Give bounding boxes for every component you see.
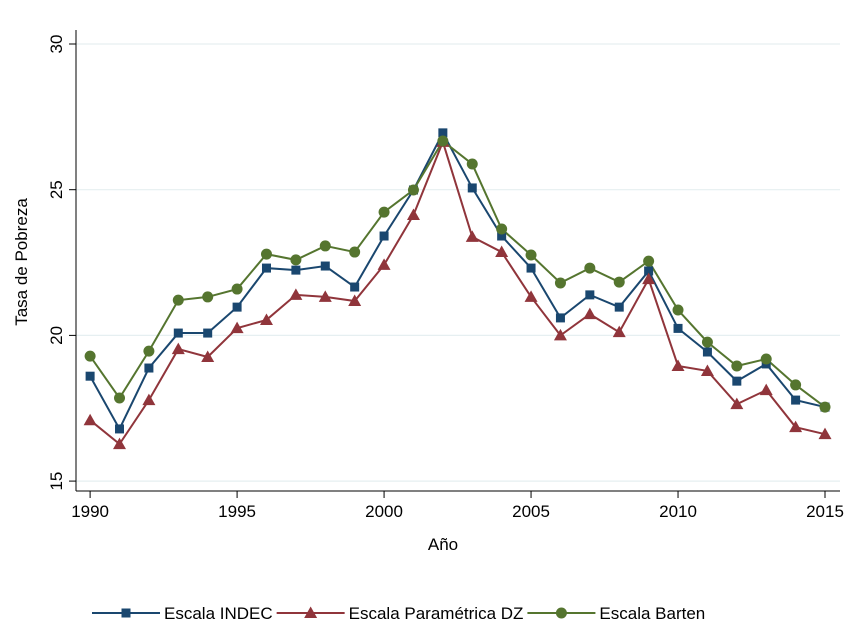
marker (524, 290, 538, 302)
marker (348, 294, 362, 307)
marker (113, 437, 127, 450)
marker (672, 304, 684, 316)
marker (614, 302, 624, 312)
marker (230, 321, 244, 334)
marker (318, 290, 332, 302)
marker (438, 128, 448, 138)
marker (465, 230, 479, 242)
marker (584, 262, 596, 274)
marker (259, 313, 273, 325)
marker (791, 395, 801, 405)
marker (496, 223, 508, 235)
marker (378, 206, 390, 218)
marker (437, 135, 449, 147)
marker (231, 283, 243, 295)
legend-marker (555, 607, 567, 619)
marker (525, 249, 537, 261)
marker (731, 360, 743, 372)
marker (642, 272, 656, 285)
marker (349, 246, 361, 258)
marker (320, 261, 330, 271)
marker (790, 379, 802, 391)
marker (377, 258, 391, 270)
marker (673, 323, 683, 333)
marker (289, 288, 303, 300)
marker (643, 255, 655, 267)
marker (466, 158, 478, 170)
marker (291, 265, 301, 275)
marker (467, 183, 477, 193)
y-tick-label: 20 (47, 326, 66, 345)
marker (114, 392, 126, 404)
series-line (89, 130, 826, 432)
legend-item: Escala Paramétrica DZ (276, 604, 524, 623)
y-tick-label: 30 (47, 35, 66, 54)
legend-item: Escala Barten (527, 604, 705, 623)
marker (613, 276, 625, 288)
marker (819, 401, 831, 413)
marker (144, 363, 154, 373)
series-line (89, 138, 826, 446)
marker (260, 248, 272, 260)
marker (173, 328, 183, 338)
marker (84, 350, 96, 362)
y-tick-label: 25 (47, 180, 66, 199)
x-tick-label: 1990 (71, 502, 109, 521)
x-axis-title: Año (428, 535, 458, 554)
x-tick-label: 2010 (659, 502, 697, 521)
x-tick-label: 2015 (806, 502, 844, 521)
y-axis-title: Tasa de Pobreza (12, 198, 31, 326)
marker (261, 263, 271, 273)
marker (232, 302, 242, 312)
marker (760, 353, 772, 365)
marker (85, 371, 95, 381)
marker (203, 328, 213, 338)
marker (115, 424, 125, 434)
legend-marker (304, 606, 318, 618)
marker (172, 294, 184, 306)
marker (142, 393, 156, 406)
marker (495, 245, 509, 258)
legend-item: Escala INDEC (92, 604, 273, 623)
marker (701, 336, 713, 348)
marker (406, 208, 420, 221)
marker (554, 277, 566, 289)
marker (350, 282, 360, 292)
marker (732, 376, 742, 386)
marker (379, 231, 389, 241)
marker (789, 420, 803, 433)
marker (201, 350, 215, 362)
legend-label: Escala Barten (599, 604, 705, 623)
marker (612, 325, 626, 338)
marker (202, 291, 214, 303)
marker (553, 328, 567, 341)
marker (759, 383, 773, 396)
x-tick-label: 2005 (512, 502, 550, 521)
marker (585, 290, 595, 300)
marker (143, 345, 155, 357)
marker (290, 254, 302, 266)
x-tick-label: 2000 (365, 502, 403, 521)
marker (407, 184, 419, 196)
marker (671, 359, 685, 371)
marker (700, 364, 714, 376)
marker (583, 307, 597, 320)
marker (644, 266, 654, 276)
legend-label: Escala Paramétrica DZ (349, 604, 524, 623)
legend-label: Escala INDEC (164, 604, 273, 623)
x-tick-label: 1995 (218, 502, 256, 521)
marker (555, 313, 565, 323)
marker (319, 240, 331, 252)
marker (526, 263, 536, 273)
legend-marker (121, 608, 131, 618)
marker (497, 231, 507, 241)
y-tick-label: 15 (47, 472, 66, 491)
marker (818, 427, 832, 440)
marker (171, 342, 185, 355)
marker (730, 397, 744, 410)
marker (83, 413, 97, 426)
marker (702, 347, 712, 357)
